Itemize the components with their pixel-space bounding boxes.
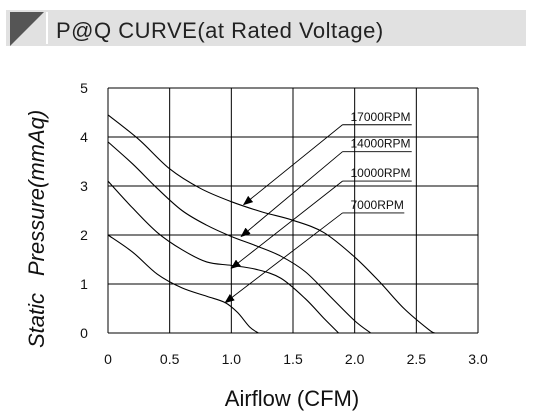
x-tick-label: 2.0 bbox=[345, 351, 365, 367]
x-tick-label: 0.5 bbox=[160, 351, 180, 367]
rpm-label-text: 14000RPM bbox=[351, 137, 411, 151]
rpm-label-arrow bbox=[240, 151, 343, 238]
rpm-label-arrow bbox=[242, 124, 343, 206]
x-tick-label: 2.5 bbox=[407, 351, 427, 367]
y-tick-label: 4 bbox=[80, 129, 88, 145]
y-tick-label: 2 bbox=[80, 227, 88, 243]
y-axis-label-word-1: Static bbox=[24, 293, 49, 348]
rpm-label-7000rpm: 7000RPM bbox=[224, 198, 405, 304]
rpm-label-17000rpm: 17000RPM bbox=[242, 110, 412, 206]
rpm-label-14000rpm: 14000RPM bbox=[240, 137, 412, 238]
y-axis-label: Static Pressure(mmAq) bbox=[24, 110, 49, 348]
chart-title: P@Q CURVE(at Rated Voltage) bbox=[56, 18, 384, 43]
rpm-label-10000rpm: 10000RPM bbox=[230, 166, 412, 269]
grid bbox=[107, 87, 479, 334]
x-tick-labels: 0 0.5 1.0 1.5 2.0 2.5 3.0 bbox=[104, 351, 488, 367]
corner-mark bbox=[10, 12, 44, 46]
rpm-label-text: 10000RPM bbox=[351, 166, 411, 180]
curve-14000rpm bbox=[107, 141, 372, 334]
rpm-label-arrow bbox=[230, 180, 343, 269]
rpm-label-text: 17000RPM bbox=[351, 110, 411, 124]
y-axis-label-word-2: Pressure(mmAq) bbox=[24, 110, 49, 276]
rpm-labels: 17000RPM 14000RPM 10000RPM 7000RPM bbox=[224, 110, 412, 304]
x-tick-label: 1.5 bbox=[283, 351, 303, 367]
x-tick-label: 0 bbox=[104, 351, 112, 367]
y-tick-label: 1 bbox=[80, 276, 88, 292]
y-tick-label: 5 bbox=[80, 80, 88, 96]
y-tick-label: 3 bbox=[80, 178, 88, 194]
x-axis-label: Airflow (CFM) bbox=[225, 386, 359, 411]
y-tick-labels: 0 1 2 3 4 5 bbox=[80, 80, 88, 341]
header-divider bbox=[46, 12, 48, 44]
y-tick-label: 0 bbox=[80, 325, 88, 341]
rpm-label-text: 7000RPM bbox=[351, 198, 404, 212]
x-tick-label: 3.0 bbox=[468, 351, 488, 367]
rpm-label-arrow bbox=[224, 212, 343, 304]
curve-7000rpm bbox=[107, 234, 259, 334]
x-tick-label: 1.0 bbox=[222, 351, 242, 367]
curve-10000rpm bbox=[107, 180, 340, 334]
header-band bbox=[6, 10, 526, 46]
